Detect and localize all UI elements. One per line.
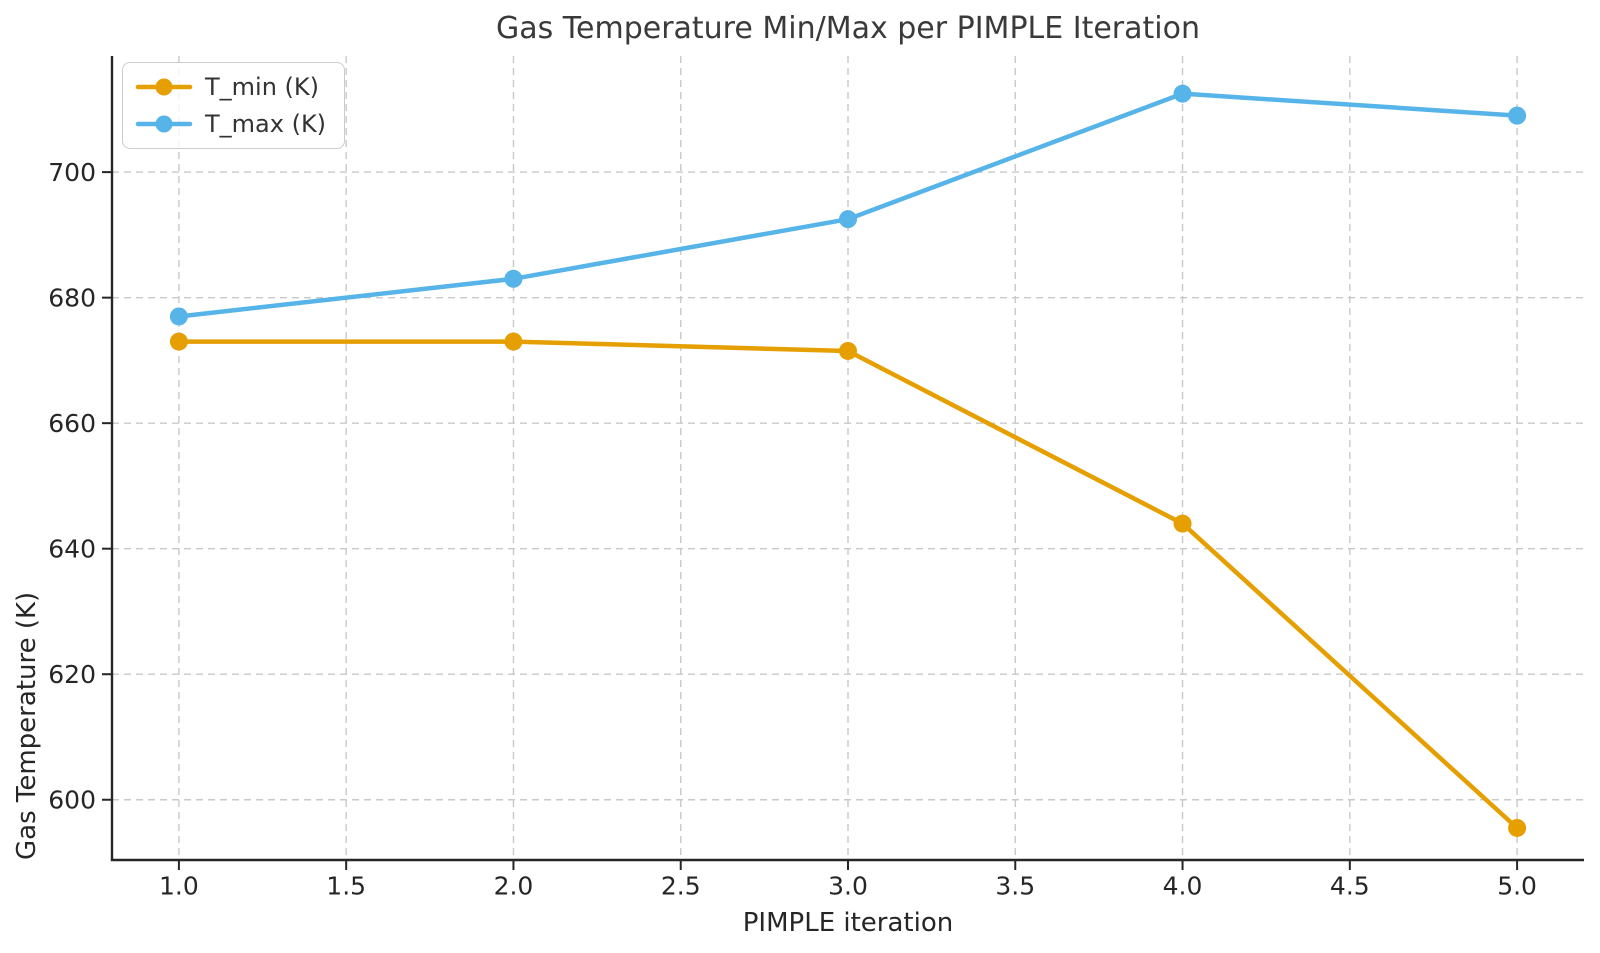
data-point-marker [169, 332, 188, 351]
x-tick-label: 2.5 [661, 871, 701, 900]
x-tick-label: 3.0 [828, 871, 868, 900]
tmin-line-sample-icon [135, 78, 193, 96]
data-point-marker [1508, 818, 1527, 837]
data-point-marker [1173, 84, 1192, 103]
data-point-marker [839, 210, 857, 229]
x-tick-label: 1.5 [326, 871, 366, 900]
legend-item-tmax: T_max (K) [135, 110, 326, 138]
x-tick-label: 3.5 [995, 871, 1035, 900]
axes: 1.0 1.5 2.0 2.5 3.0 3.5 4.0 4.5 5.0 600 620 640 660 6… [48, 56, 1584, 900]
x-axis-label: PIMPLE iteration [742, 908, 954, 938]
data-point-marker [1173, 514, 1192, 533]
y-tick-label: 600 [48, 785, 96, 814]
y-tick-label: 660 [48, 409, 96, 438]
data-point-marker [504, 269, 523, 288]
y-tick-label: 680 [48, 283, 96, 312]
x-tick-label: 4.0 [1163, 871, 1203, 900]
legend-label-tmin: T_min (K) [205, 73, 320, 101]
series [169, 84, 1527, 837]
data-point-marker [169, 307, 188, 326]
y-tick-label: 620 [48, 660, 96, 689]
legend-item-tmin: T_min (K) [135, 73, 326, 101]
chart-title: Gas Temperature Min/Max per PIMPLE Itera… [495, 11, 1200, 46]
gridlines [112, 56, 1584, 860]
data-point-marker [1508, 106, 1527, 125]
tmax-line-sample-icon [135, 115, 193, 133]
x-tick-label: 1.0 [159, 871, 199, 900]
data-point-marker [839, 341, 857, 360]
y-tick-label: 700 [48, 158, 96, 187]
x-tick-label: 2.0 [494, 871, 534, 900]
legend: T_min (K) T_max (K) [122, 62, 346, 149]
y-tick-label: 640 [48, 534, 96, 563]
x-tick-label: 5.0 [1497, 871, 1537, 900]
x-tick-label: 4.5 [1330, 871, 1370, 900]
y-axis-label: Gas Temperature (K) [12, 591, 42, 860]
legend-label-tmax: T_max (K) [205, 110, 327, 138]
data-point-marker [504, 332, 523, 351]
